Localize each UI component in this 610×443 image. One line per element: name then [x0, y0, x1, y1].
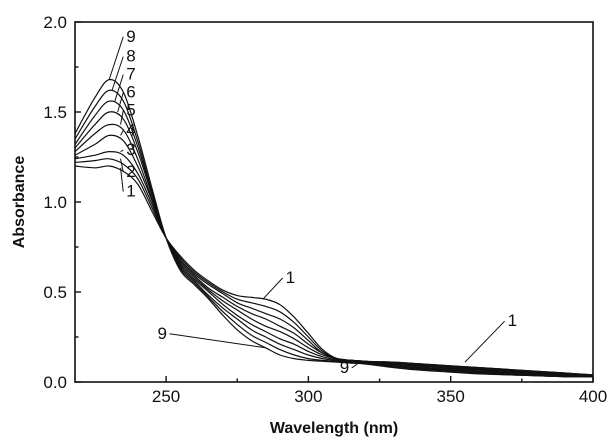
annotation-leader: [120, 130, 124, 136]
y-tick-label: 0.5: [43, 283, 67, 302]
series-line-3: [74, 150, 594, 377]
annotation-leader: [351, 361, 360, 369]
x-tick-label: 350: [437, 387, 465, 406]
annotation-leader: [120, 167, 124, 192]
annotation-leader: [262, 277, 283, 300]
curve-label-4: 4: [126, 120, 135, 139]
series-line-6: [74, 111, 594, 378]
curve-label-8: 8: [126, 47, 135, 66]
annotation-leader: [120, 149, 124, 153]
y-tick-label: 1.5: [43, 103, 67, 122]
curve-label-7: 7: [126, 65, 135, 84]
curve-label-1: 1: [126, 182, 135, 201]
x-tick-label: 400: [579, 387, 607, 406]
x-tick-label: 300: [294, 387, 322, 406]
series-line-8: [74, 89, 594, 378]
curve-label-5: 5: [126, 101, 135, 120]
annotation-leader: [169, 333, 266, 349]
annotation-leader: [111, 56, 124, 91]
annotation-leader: [464, 320, 505, 363]
y-axis-title: Absorbance: [11, 156, 28, 249]
y-tick-label: 1.0: [43, 193, 67, 212]
curve-label-1: 1: [508, 311, 517, 330]
series-line-5: [74, 123, 594, 378]
curve-label-2: 2: [126, 162, 135, 181]
x-axis-title: Wavelength (nm): [270, 420, 398, 437]
annotation-leader: [114, 74, 124, 102]
curve-label-6: 6: [126, 83, 135, 102]
annotation-leader: [120, 110, 124, 125]
series-line-2: [74, 158, 594, 376]
y-tick-label: 2.0: [43, 13, 67, 32]
curve-label-3: 3: [126, 140, 135, 159]
annotation-leader: [120, 158, 124, 172]
curve-label-9: 9: [126, 27, 135, 46]
series-lines: [74, 78, 594, 378]
series-line-9: [74, 78, 594, 378]
annotation-leader: [117, 92, 124, 113]
series-line-4: [74, 134, 594, 378]
x-tick-label: 250: [152, 387, 180, 406]
y-tick-label: 0.0: [43, 373, 67, 392]
curve-label-9: 9: [340, 358, 349, 377]
plot-frame: [74, 21, 594, 383]
annotation-leader: [108, 36, 124, 80]
series-line-7: [74, 100, 594, 378]
curve-label-9: 9: [158, 324, 167, 343]
axis-ticks: 250 300 350 400 0.0 0.5 1.0 1.5 2.0: [43, 13, 607, 406]
curve-label-1: 1: [286, 268, 295, 287]
